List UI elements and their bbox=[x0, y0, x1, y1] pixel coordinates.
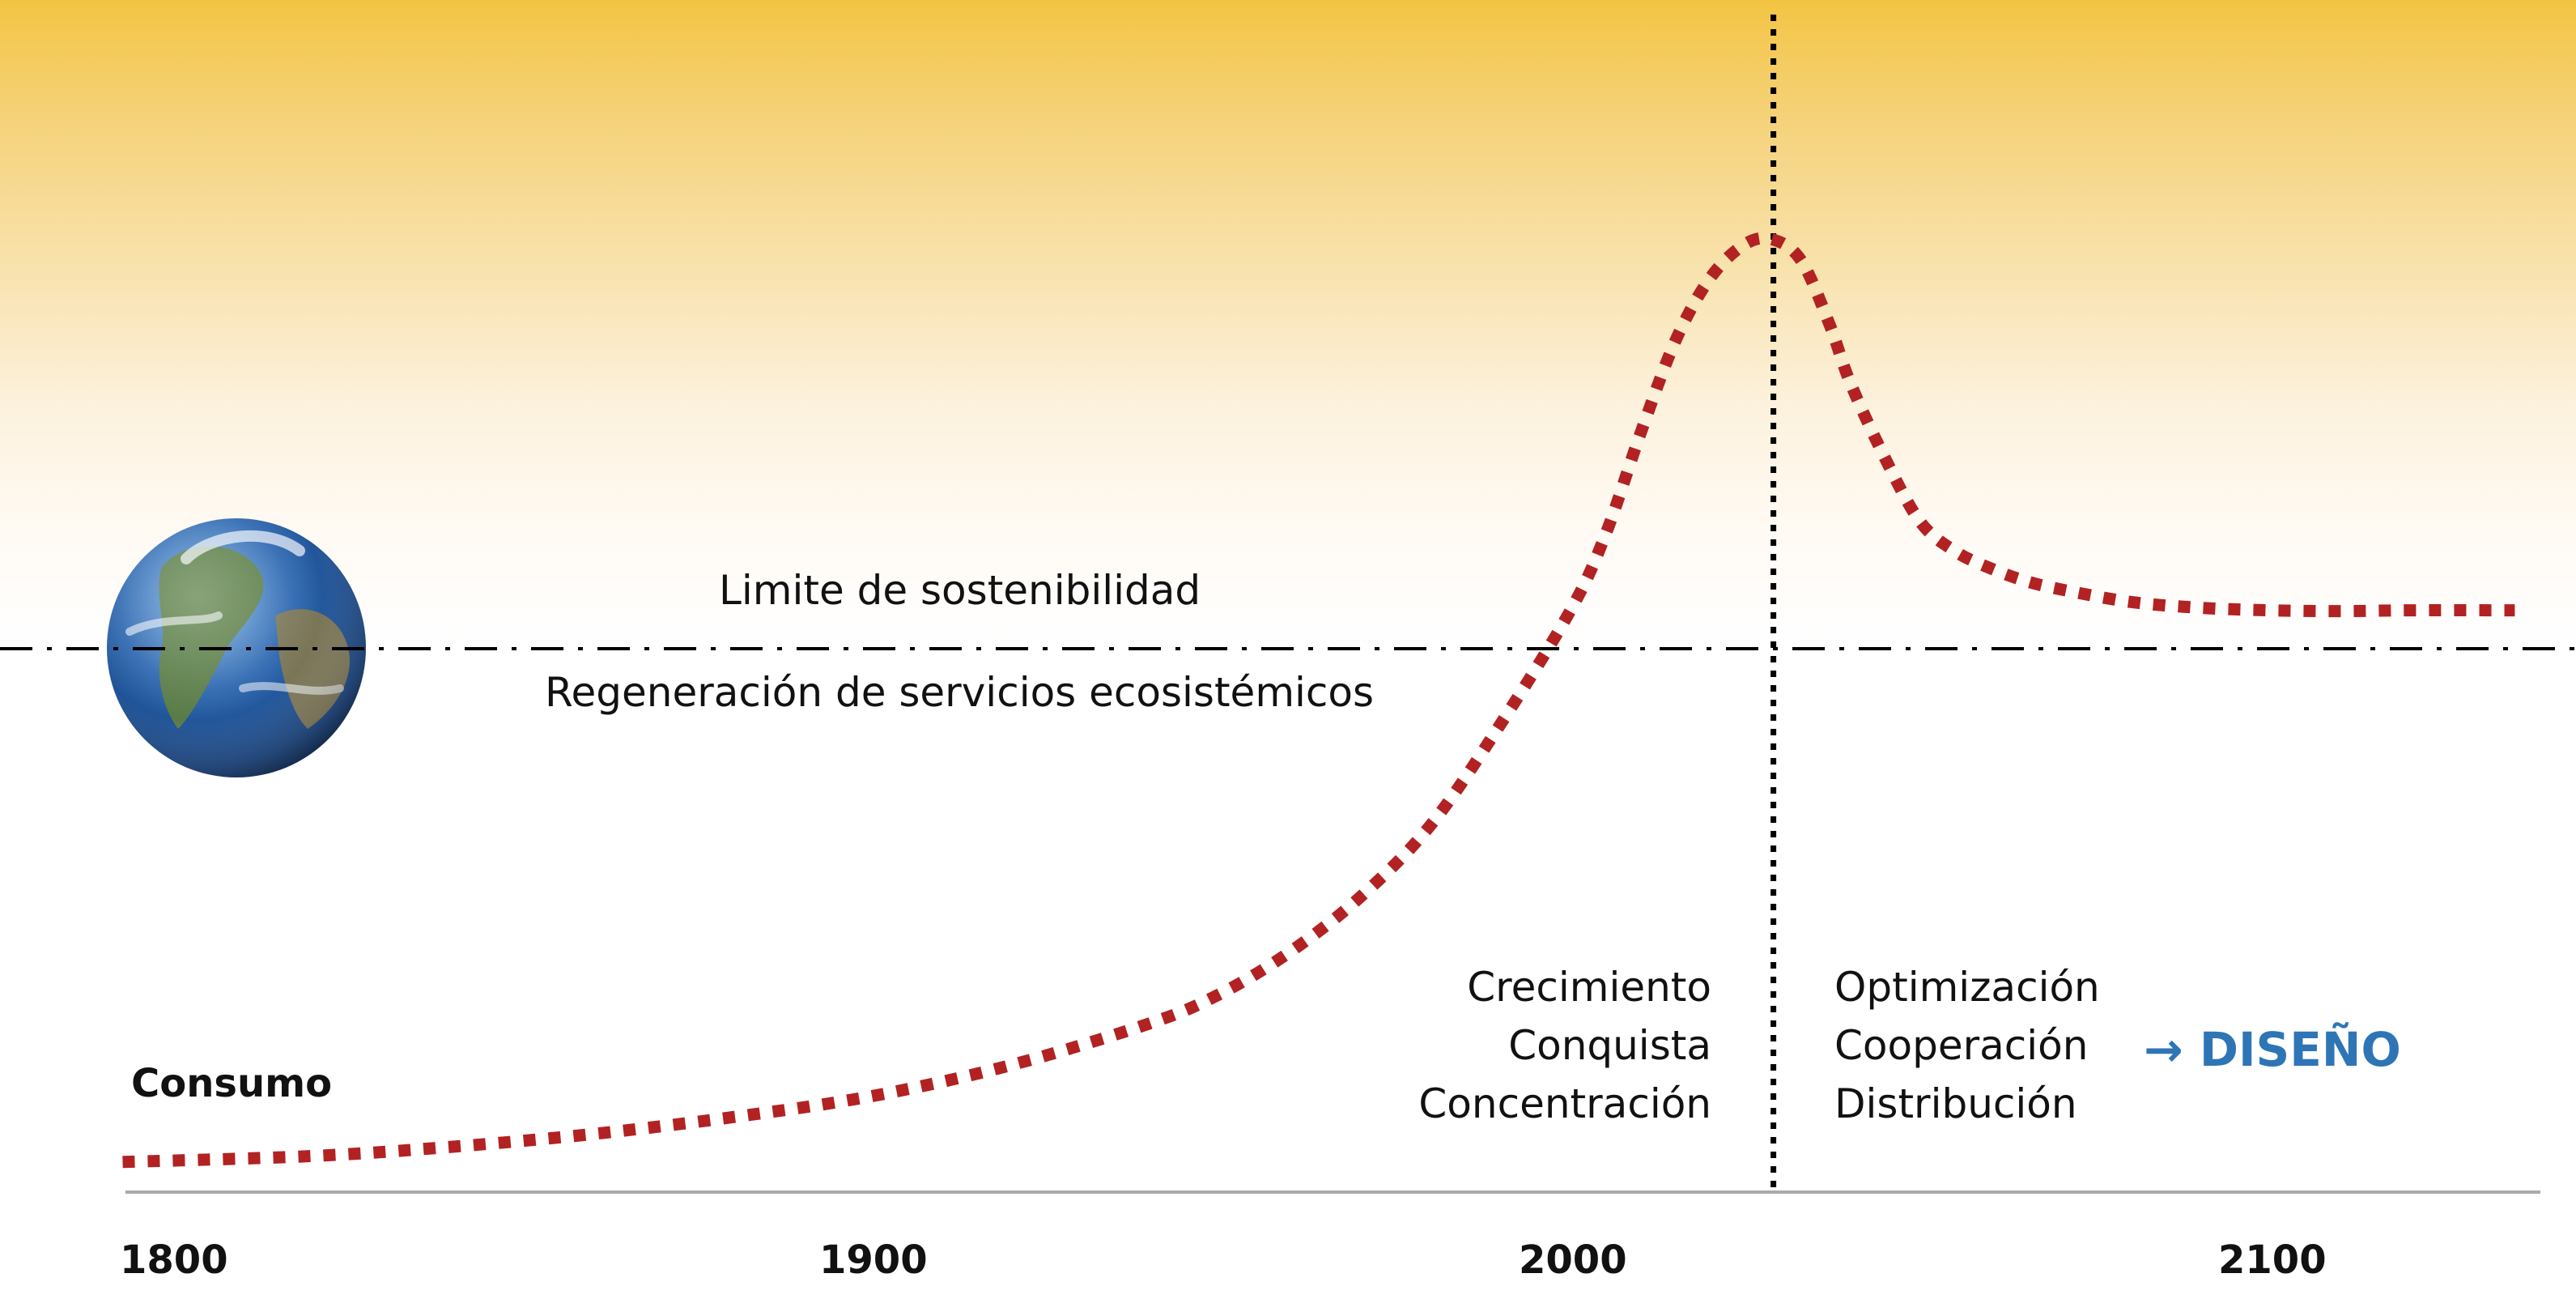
x-tick-label-1800: 1800 bbox=[120, 1237, 228, 1283]
after-peak-terms: Optimización Cooperación Distribución bbox=[1834, 958, 2100, 1133]
term-concentracion: Concentración bbox=[1418, 1080, 1711, 1127]
consumption-curve bbox=[122, 232, 2515, 1169]
design-label: → DISEÑO bbox=[2144, 1022, 2401, 1077]
term-optimizacion: Optimización bbox=[1834, 964, 2100, 1011]
before-peak-terms: Crecimiento Conquista Concentración bbox=[1418, 958, 1711, 1133]
consumption-axis-label: Consumo bbox=[131, 1061, 333, 1106]
design-text: DISEÑO bbox=[2199, 1022, 2401, 1077]
arrow-right-icon: → bbox=[2144, 1022, 2183, 1077]
term-cooperacion: Cooperación bbox=[1834, 1022, 2089, 1069]
x-tick-label-2000: 2000 bbox=[1519, 1237, 1627, 1283]
earth-globe-icon bbox=[107, 518, 366, 777]
x-tick-label-2100: 2100 bbox=[2218, 1237, 2327, 1283]
term-distribucion: Distribución bbox=[1834, 1080, 2077, 1127]
sky-gradient-background bbox=[0, 0, 2576, 648]
term-crecimiento: Crecimiento bbox=[1467, 964, 1711, 1011]
x-tick-label-1900: 1900 bbox=[819, 1237, 928, 1283]
sustainability-limit-label: Limite de sostenibilidad bbox=[719, 567, 1201, 614]
term-conquista: Conquista bbox=[1508, 1022, 1711, 1069]
regeneration-label: Regeneración de servicios ecosistémicos bbox=[545, 669, 1375, 716]
